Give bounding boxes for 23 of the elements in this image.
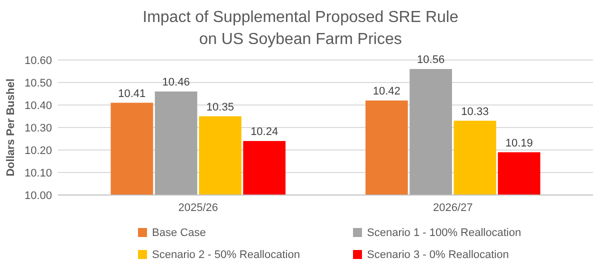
data-label: 10.24 <box>250 126 278 138</box>
data-label: 10.33 <box>461 106 489 118</box>
y-tick-label: 10.00 <box>24 190 52 202</box>
data-label: 10.56 <box>417 54 445 66</box>
y-axis-title: Dollars Per Bushel <box>5 78 17 176</box>
data-label: 10.41 <box>118 88 146 100</box>
y-tick-label: 10.20 <box>24 145 52 157</box>
data-label: 10.35 <box>206 101 234 114</box>
y-tick-label: 10.30 <box>24 122 52 134</box>
legend-label: Scenario 2 - 50% Reallocation <box>152 249 300 261</box>
x-tick-label: 2026/27 <box>433 202 473 214</box>
x-tick-label: 2025/26 <box>178 202 218 214</box>
y-tick-label: 10.50 <box>24 78 52 90</box>
chart-title: Impact of Supplemental Proposed SRE Rule on US Soybean Farm Prices <box>142 9 458 48</box>
data-label: 10.46 <box>162 76 190 88</box>
data-label: 10.19 <box>505 137 533 150</box>
legend-label: Scenario 1 - 100% Reallocation <box>367 227 522 239</box>
legend-label: Base Case <box>152 227 206 239</box>
legend-label: Scenario 3 - 0% Reallocation <box>367 249 509 261</box>
y-tick-label: 10.60 <box>24 55 52 67</box>
data-label: 10.42 <box>372 86 400 98</box>
y-tick-label: 10.40 <box>24 100 52 112</box>
y-tick-label: 10.10 <box>24 168 52 180</box>
